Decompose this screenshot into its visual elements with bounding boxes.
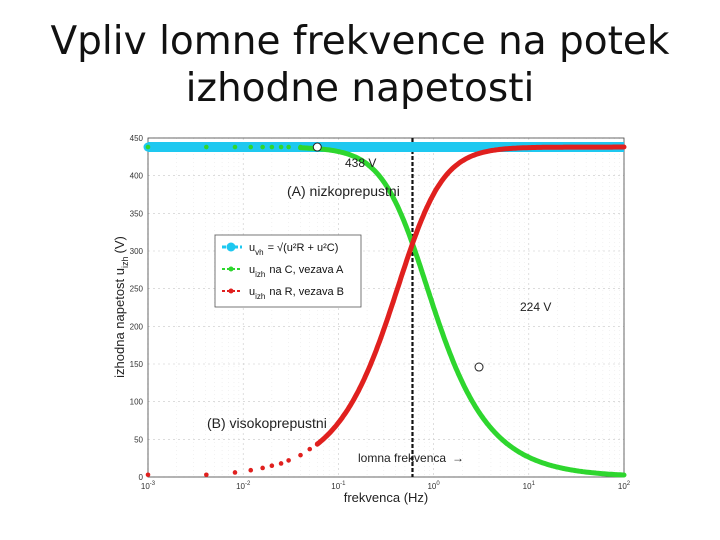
x-tick-exp: 0 xyxy=(436,481,440,487)
data-point xyxy=(204,144,209,150)
lowpass-curve-label: (A) nizkoprepustni xyxy=(287,183,400,199)
series-line-lowpass xyxy=(298,145,627,478)
legend-label-uizh-a: uizh na C, vezava A xyxy=(249,264,344,279)
y-tick-label: 450 xyxy=(130,134,144,143)
x-tick-exp: 2 xyxy=(627,481,631,487)
y-tick-label: 150 xyxy=(130,360,144,369)
legend-sub-uizh-a: izh xyxy=(255,270,265,279)
data-point xyxy=(248,144,254,150)
data-point xyxy=(248,467,254,473)
marker-right xyxy=(474,362,484,372)
marker-right-label: 224 V xyxy=(520,300,551,314)
legend-symbol-uvh: u xyxy=(249,242,255,254)
data-point xyxy=(278,144,284,150)
legend-text-uvh: = √(u²R + u²C) xyxy=(268,242,339,254)
data-point xyxy=(298,452,303,458)
x-tick-label: 10-3 xyxy=(141,481,156,491)
y-axis-label-unit: (V) xyxy=(112,236,127,253)
y-tick-label: 300 xyxy=(130,247,144,256)
slide-title: Vpliv lomne frekvence na potek izhodne n… xyxy=(0,18,720,112)
data-point xyxy=(286,458,291,463)
x-tick-exp: 1 xyxy=(532,481,536,487)
y-tick-label: 200 xyxy=(130,322,144,331)
data-point xyxy=(286,144,291,150)
data-point xyxy=(232,144,238,150)
x-tick-label: 102 xyxy=(618,481,631,491)
series-line-highpass xyxy=(314,144,627,447)
x-tick-base: 10 xyxy=(236,482,245,491)
y-tick-label: 250 xyxy=(130,285,144,294)
x-axis-label: frekvenca (Hz) xyxy=(344,490,429,505)
legend-sub-uizh-b: izh xyxy=(255,292,265,301)
series-lowpass xyxy=(145,144,627,478)
x-tick-exp: -3 xyxy=(150,481,156,487)
x-tick-label: 10-2 xyxy=(236,481,251,491)
series-group xyxy=(143,142,627,478)
data-point xyxy=(145,472,151,478)
data-point xyxy=(145,144,151,150)
legend-label-uvh: uvh = √(u²R + u²C) xyxy=(249,242,338,257)
highpass-curve-label: (B) visokoprepustni xyxy=(207,415,327,431)
data-point xyxy=(269,144,275,150)
x-tick-label: 101 xyxy=(523,481,536,491)
legend: uvh = √(u²R + u²C) uizh na C, vezava A uiz… xyxy=(214,234,362,308)
data-point xyxy=(298,144,303,150)
y-tick-label: 0 xyxy=(139,473,144,482)
data-point xyxy=(278,461,284,466)
x-tick-exp: -2 xyxy=(245,481,251,487)
y-tick-label: 400 xyxy=(130,172,144,181)
data-point xyxy=(307,446,313,452)
legend-entry-uizh-a: uizh na C, vezava A xyxy=(222,264,344,279)
slide-title-line-2: izhodne napetosti xyxy=(185,66,535,111)
legend-marker-uvh xyxy=(226,242,236,252)
y-tick-label: 50 xyxy=(134,435,143,444)
data-point xyxy=(260,465,265,471)
marker-top xyxy=(312,142,322,152)
legend-symbol-uizh-a: u xyxy=(249,264,255,276)
x-tick-base: 10 xyxy=(618,482,627,491)
y-axis-label: izhodna napetost uizh (V) xyxy=(112,236,130,378)
legend-entry-uizh-b: uizh na R, vezava B xyxy=(222,286,344,301)
data-point xyxy=(204,472,209,478)
y-tick-label: 100 xyxy=(130,398,144,407)
x-axis-ticks: 10-3 10-2 10-1 100 101 102 xyxy=(141,481,631,491)
y-axis-label-sub: izh xyxy=(120,256,130,268)
legend-label-uizh-b: uizh na R, vezava B xyxy=(249,286,344,301)
legend-entry-uvh: uvh = √(u²R + u²C) xyxy=(222,242,338,257)
x-tick-base: 10 xyxy=(523,482,532,491)
y-tick-label: 350 xyxy=(130,209,144,218)
slide-title-line-1: Vpliv lomne frekvence na potek xyxy=(50,19,670,64)
y-axis-ticks: 0 50 100 150 200 250 300 350 400 450 xyxy=(130,134,144,482)
y-axis-label-main: izhodna napetost u xyxy=(112,268,127,378)
data-point xyxy=(314,441,320,447)
legend-marker-uizh-b xyxy=(228,288,234,294)
x-tick-base: 10 xyxy=(331,482,340,491)
plot-frame xyxy=(147,137,625,478)
data-point xyxy=(269,463,275,469)
cutoff-label-text: lomna frekvenca xyxy=(358,451,446,465)
legend-text-uizh-b: na R, vezava B xyxy=(269,286,344,298)
legend-text-uizh-a: na C, vezava A xyxy=(269,264,344,276)
cutoff-arrow: → xyxy=(452,451,464,465)
legend-box xyxy=(214,234,362,308)
x-tick-label: 100 xyxy=(427,481,440,491)
data-point xyxy=(260,144,265,150)
x-tick-exp: -1 xyxy=(340,481,346,487)
x-tick-base: 10 xyxy=(141,482,150,491)
plot-border xyxy=(147,137,625,478)
cutoff-label: lomna frekvenca → xyxy=(358,451,464,465)
series-highpass xyxy=(145,144,627,478)
markers xyxy=(312,142,484,372)
x-tick-base: 10 xyxy=(427,482,436,491)
legend-symbol-uizh-b: u xyxy=(249,286,255,298)
x-tick-label: 10-1 xyxy=(331,481,346,491)
legend-marker-uizh-a xyxy=(228,266,234,272)
plot-background xyxy=(148,138,624,477)
marker-top-label: 438 V xyxy=(345,156,376,170)
legend-sub-uvh: vh xyxy=(255,248,263,257)
data-point xyxy=(232,470,238,475)
